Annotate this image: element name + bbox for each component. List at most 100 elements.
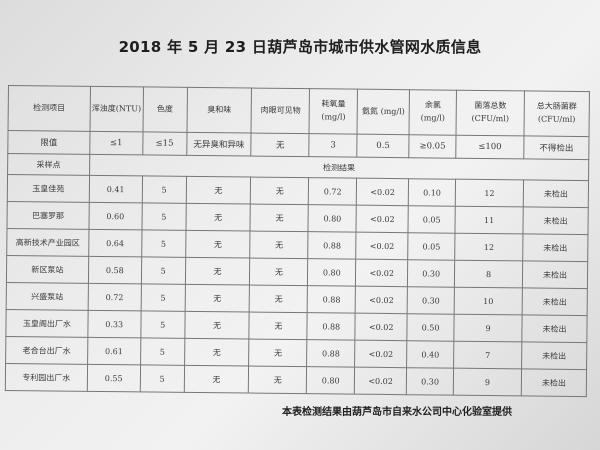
table-row-cell: 10 xyxy=(454,287,523,315)
table-row-cell: 8 xyxy=(454,260,523,288)
limit-row-cell: 3 xyxy=(309,133,358,158)
table-row-cell: 0.64 xyxy=(88,229,142,257)
table-row-cell: 玉皇佳苑 xyxy=(7,174,90,203)
table-row-cell: 12 xyxy=(455,179,524,207)
table-row-cell: <0.02 xyxy=(355,286,408,314)
table-row-cell: 无 xyxy=(184,311,250,340)
table-row-cell: 0.60 xyxy=(88,202,142,230)
table-row-cell: 0.05 xyxy=(407,232,456,261)
table-row-cell: <0.02 xyxy=(355,232,409,260)
table-row-cell: 7 xyxy=(453,341,522,369)
table-row-cell: 未检出 xyxy=(522,233,588,262)
header-row-cell: 肉眼可见物 xyxy=(251,88,310,134)
table-row-cell: 5 xyxy=(140,283,186,312)
table-row-cell: 无 xyxy=(184,338,250,367)
header-row-cell: 余氯 (mg/l) xyxy=(409,89,457,136)
table-row-cell: 无 xyxy=(185,230,251,259)
table-row-cell: 未检出 xyxy=(523,179,589,208)
table-row-cell: 0.55 xyxy=(87,364,141,392)
table-row-cell: 0.80 xyxy=(307,258,356,287)
table-row-cell: 5 xyxy=(140,310,185,339)
table-row-cell: 0.30 xyxy=(407,286,455,315)
table-row-cell: 0.30 xyxy=(406,367,454,396)
table-row-cell: 11 xyxy=(455,206,524,234)
table-row-cell: 专利园出厂水 xyxy=(5,363,88,392)
limit-row-cell: ≤100 xyxy=(455,135,524,159)
table-row-cell: 5 xyxy=(141,202,186,231)
table-row-cell: 无 xyxy=(250,204,309,232)
table-row-cell: 5 xyxy=(141,175,187,204)
header-row-cell: 色度 xyxy=(142,86,188,133)
limit-row-cell: ≥0.05 xyxy=(408,134,457,159)
table-row-cell: 老合台出厂水 xyxy=(5,336,88,365)
header-row-cell: 总大肠菌群 (CFU/ml) xyxy=(523,90,590,137)
table-row-cell: 9 xyxy=(453,368,522,396)
table-row-cell: 0.88 xyxy=(307,312,356,341)
table-row-cell: 高新技术产业园区 xyxy=(6,228,89,257)
table-row-cell: 无 xyxy=(249,285,308,313)
table-row-cell: 无 xyxy=(185,257,251,286)
limit-row-cell: 不得检出 xyxy=(523,135,589,160)
table-row-cell: 未检出 xyxy=(521,314,588,343)
table-row-cell: 5 xyxy=(141,229,186,258)
water-quality-table: 检测项目 浑浊度(NTU) 色度 臭和味 肉眼可见物 耗氧量 (mg/l) 氨氮 (mg/l)… xyxy=(5,85,590,397)
table-row-cell: 无 xyxy=(184,284,250,313)
table-row-cell: 0.58 xyxy=(88,256,142,284)
table-row-cell: 5 xyxy=(141,256,186,285)
sampling-label: 采样点 xyxy=(7,153,90,176)
table-row-cell: 无 xyxy=(249,312,308,340)
header-row-cell: 臭和味 xyxy=(186,87,252,134)
header-row-cell: 耗氧量 (mg/l) xyxy=(309,88,358,135)
table-row-cell: 0.10 xyxy=(408,178,456,207)
table-row-cell: 0.88 xyxy=(306,339,356,368)
table-row-cell: 0.30 xyxy=(407,259,455,288)
limit-row-cell: ≤1 xyxy=(89,131,143,155)
header-row-cell: 菌落总数 (CFU/ml) xyxy=(456,90,525,136)
limit-row-cell: 0.5 xyxy=(356,134,410,158)
table-row-cell: 5 xyxy=(139,364,185,393)
table-row-cell: 无 xyxy=(249,339,308,367)
footer-note: 本表检测结果由葫芦岛市自来水公司中心化验室提供 xyxy=(282,407,512,418)
table-row-cell: 0.50 xyxy=(407,313,455,342)
limit-row-cell: 限值 xyxy=(7,130,90,155)
table-row-cell: <0.02 xyxy=(354,340,408,368)
table-row-cell: 未检出 xyxy=(522,287,588,316)
page-title: 2018 年 5 月 23 日葫芦岛市城市供水管网水质信息 xyxy=(118,38,482,56)
limit-row-cell: 无 xyxy=(251,133,310,157)
table-row-cell: 5 xyxy=(140,337,185,366)
table-row-cell: 0.61 xyxy=(87,337,141,365)
table-row-cell: 0.33 xyxy=(87,310,141,338)
table-row-cell: 0.41 xyxy=(89,175,143,203)
table-row-cell: 兴盛泵站 xyxy=(6,282,89,311)
table-row-cell: 0.72 xyxy=(308,177,357,206)
table-row-cell: 新区泵站 xyxy=(6,255,89,284)
table-row-cell: <0.02 xyxy=(356,205,409,233)
table-row-cell: <0.02 xyxy=(354,367,407,395)
table-row-cell: 未检出 xyxy=(521,368,587,397)
table-row-cell: 0.80 xyxy=(306,366,355,395)
table-row-cell: <0.02 xyxy=(356,178,409,206)
table-row-cell: 无 xyxy=(249,258,309,286)
header-row-cell: 检测项目 xyxy=(8,85,91,132)
table-row-cell: 0.72 xyxy=(87,283,142,311)
table-row-cell: 无 xyxy=(183,365,250,394)
table-row-cell: 0.88 xyxy=(307,285,356,314)
header-row-cell: 浑浊度(NTU) xyxy=(89,86,144,132)
table-row-cell: 0.40 xyxy=(406,340,454,369)
table-row-cell: <0.02 xyxy=(355,259,408,287)
table-row-cell: 未检出 xyxy=(522,206,589,235)
table-row-cell: 12 xyxy=(454,233,523,261)
table-row-cell: 无 xyxy=(250,177,309,205)
table-row-cell: 玉皇阁出厂水 xyxy=(5,309,88,338)
table-row: 专利园出厂水 0.55 5 无无 0.80 <0.02 0.30 9 未检出 xyxy=(5,363,587,397)
header-row-cell: 氨氮 (mg/l) xyxy=(357,89,410,135)
table-row-cell: 无 xyxy=(248,366,307,394)
table-row-cell: 巴塞罗那 xyxy=(6,201,90,230)
table-row-cell: 无 xyxy=(250,231,309,259)
header-row: 检测项目 浑浊度(NTU) 色度 臭和味 肉眼可见物 耗氧量 (mg/l) 氨氮 (mg/l)… xyxy=(8,85,590,137)
table-row-cell: <0.02 xyxy=(355,313,408,341)
table-row-cell: 0.88 xyxy=(308,231,357,260)
limit-row-cell: ≤15 xyxy=(142,131,187,156)
table-row-cell: 未检出 xyxy=(522,260,588,289)
limit-row-cell: 无异臭和异味 xyxy=(186,132,252,157)
